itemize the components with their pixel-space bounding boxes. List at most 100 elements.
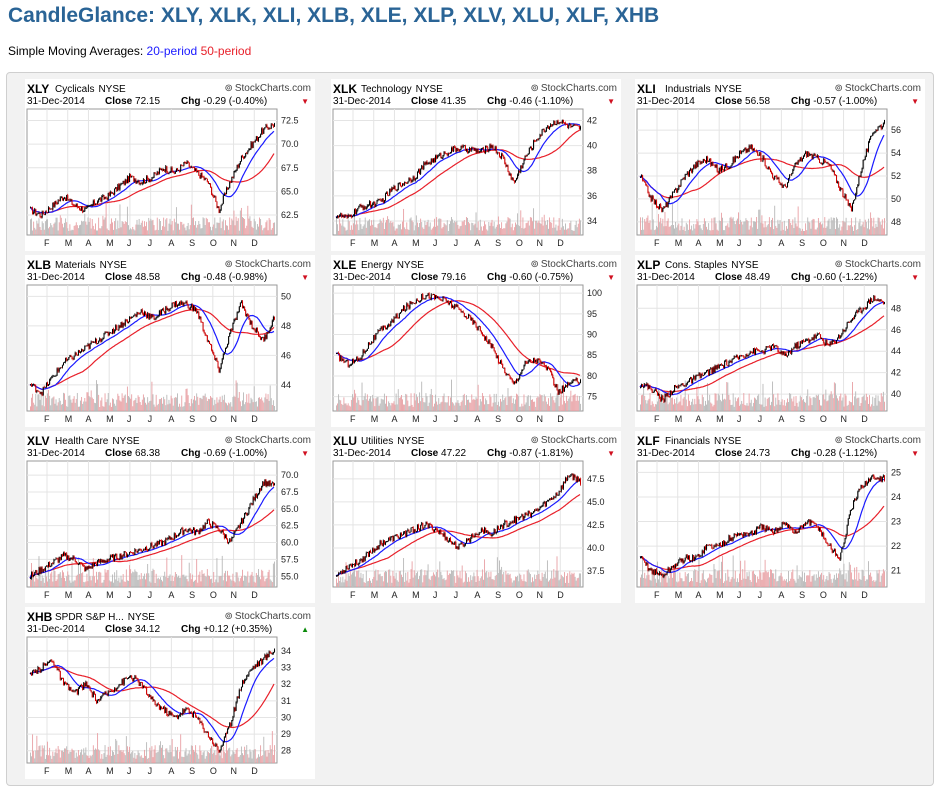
volume-bar — [544, 396, 546, 411]
volume-bar — [268, 217, 270, 235]
chart-panel-xly[interactable]: XLY Cyclicals NYSE ⊚ StockCharts.com 31-Dec-2… — [25, 79, 315, 251]
volume-bar — [467, 399, 468, 411]
exchange-label: NYSE — [98, 84, 126, 95]
candle-body — [36, 213, 38, 216]
volume-bar — [261, 225, 263, 235]
candle-body — [86, 206, 88, 209]
candle-body — [116, 187, 118, 191]
volume-bar — [147, 397, 149, 411]
volume-bar — [772, 217, 774, 235]
candle-body — [53, 559, 55, 564]
plot-area — [26, 460, 278, 588]
volume-bar — [148, 402, 150, 411]
candle-body — [119, 184, 121, 190]
candle-body — [546, 126, 548, 128]
candle-body — [35, 385, 37, 392]
candle-body — [410, 301, 412, 304]
volume-bar — [785, 226, 787, 235]
volume-bar — [56, 405, 58, 411]
volume-bar — [698, 225, 700, 235]
stockcharts-brand[interactable]: ⊚ StockCharts.com — [224, 259, 311, 270]
chart-panel-xlp[interactable]: XLP Cons. Staples NYSE ⊚ StockCharts.com 31-D… — [635, 255, 925, 427]
candle-body — [399, 312, 401, 314]
volume-bar — [83, 221, 85, 235]
chart-panel-xlb[interactable]: XLB Materials NYSE ⊚ StockCharts.com 31-Dec-2… — [25, 255, 315, 427]
candle-body — [377, 199, 379, 201]
volume-bar — [470, 230, 472, 235]
candle-body — [877, 299, 879, 301]
volume-bar — [495, 226, 497, 235]
candle-body — [404, 182, 406, 185]
candle-body — [113, 192, 115, 195]
candle-body — [469, 147, 471, 152]
volume-bar — [346, 405, 348, 411]
candle-body — [706, 370, 708, 373]
candle-body — [877, 126, 879, 131]
candle-body — [71, 356, 73, 359]
candle-body — [146, 547, 148, 551]
price-chart[interactable]: F M A M J J A S O N D72.570.067.565.062.5 — [25, 107, 315, 251]
volume-bar — [147, 563, 149, 587]
candle-body — [562, 385, 564, 392]
candle-body — [189, 306, 191, 310]
volume-bar — [673, 404, 674, 411]
candle-body — [64, 552, 66, 556]
volume-bar — [694, 398, 696, 411]
candle-body — [32, 207, 34, 215]
ticker-symbol: XLE — [333, 258, 357, 272]
volume-bar — [756, 399, 758, 411]
price-chart[interactable]: F M A M J J A S O N D70.067.565.062.560.057.555.0 — [25, 459, 315, 603]
candle-body — [489, 340, 491, 344]
volume-bar — [374, 406, 376, 411]
volume-bar — [125, 222, 127, 235]
volume-bar — [543, 394, 545, 411]
volume-bar — [665, 393, 667, 411]
volume-bar — [667, 218, 669, 235]
candle-body — [162, 541, 164, 546]
candle-body — [105, 331, 107, 333]
volume-bar — [706, 226, 707, 235]
stockcharts-brand[interactable]: ⊚ StockCharts.com — [530, 259, 617, 270]
volume-bar — [664, 211, 666, 235]
stockcharts-brand[interactable]: ⊚ StockCharts.com — [224, 83, 311, 94]
candle-body — [239, 161, 241, 164]
stockcharts-brand[interactable]: ⊚ StockCharts.com — [530, 83, 617, 94]
volume-bar — [517, 213, 519, 235]
candle-body — [47, 565, 49, 567]
chart-panel-xle[interactable]: XLE Energy NYSE ⊚ StockCharts.com 31-Dec-2014… — [331, 255, 621, 427]
chart-panel-xlk[interactable]: XLK Technology NYSE ⊚ StockCharts.com 31-Dec-… — [331, 79, 621, 251]
volume-bar — [35, 572, 37, 587]
volume-bar — [119, 400, 121, 411]
volume-bar — [44, 221, 46, 235]
candle-body — [745, 147, 747, 153]
sector-name-text: Technology — [361, 84, 412, 95]
chart-panel-xli[interactable]: XLI Industrials NYSE ⊚ StockCharts.com 31-Dec… — [635, 79, 925, 251]
candle-body — [69, 355, 71, 358]
month-label: O — [516, 238, 523, 248]
stockcharts-brand[interactable]: ⊚ StockCharts.com — [834, 83, 921, 94]
month-label: O — [516, 414, 523, 424]
candle-body — [222, 353, 224, 359]
candle-body — [452, 147, 454, 152]
stockcharts-brand[interactable]: ⊚ StockCharts.com — [834, 259, 921, 270]
month-label: M — [65, 238, 73, 248]
candle-body — [56, 558, 58, 560]
candle-body — [555, 124, 557, 125]
volume-bar — [94, 403, 96, 411]
candle-body — [150, 543, 152, 549]
chart-panel-xlv[interactable]: XLV Health Care NYSE ⊚ StockCharts.com 31-Dec… — [25, 431, 315, 603]
candle-body — [85, 345, 87, 347]
volume-bar — [153, 404, 155, 411]
candle-body — [202, 322, 204, 331]
candle-body — [174, 301, 176, 307]
volume-bar — [820, 405, 821, 411]
volume-bar — [459, 405, 461, 411]
month-label: A — [85, 414, 91, 424]
volume-bar — [203, 573, 205, 587]
stockcharts-brand[interactable]: ⊚ StockCharts.com — [224, 435, 311, 446]
